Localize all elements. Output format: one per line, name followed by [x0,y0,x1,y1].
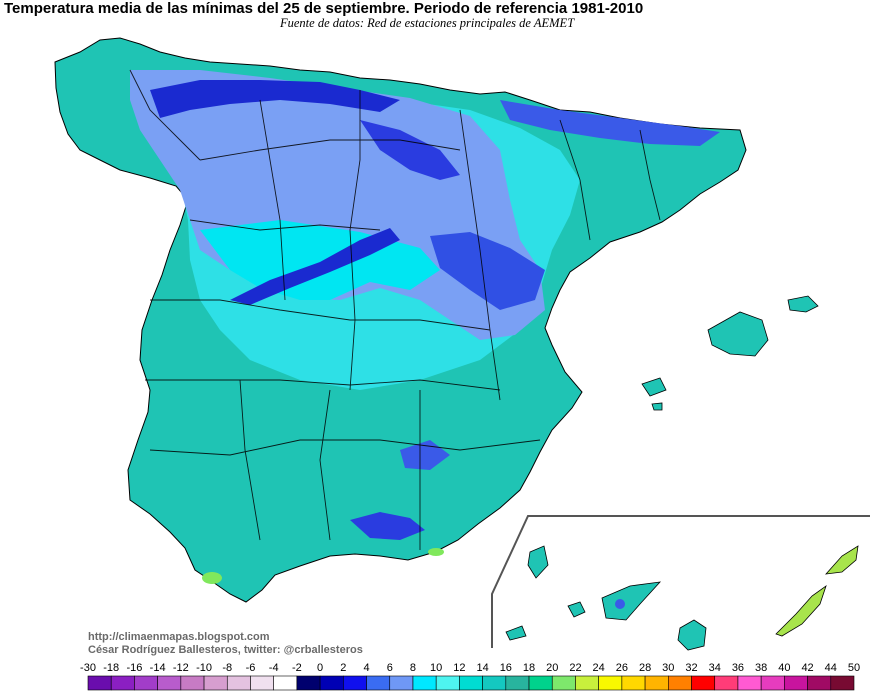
motril-warm [428,548,444,556]
cantabrian-range [150,80,400,118]
gran-canaria [677,619,707,651]
legend-tick-label: 6 [387,662,393,674]
legend-tick-label: -10 [196,662,212,674]
legend-tick-label: -14 [150,662,166,674]
legend-swatch [737,675,762,691]
tenerife [601,581,662,621]
sierra-nevada [350,512,425,540]
legend-swatch [366,675,391,691]
legend-tick-label: 32 [685,662,697,674]
province-borders [129,69,661,550]
legend-tick-label: 8 [410,662,416,674]
legend-tick-label: 20 [546,662,558,674]
legend-swatch [435,675,460,691]
legend-tick-label: 30 [662,662,674,674]
legend-swatch [784,675,808,691]
legend-tick-label: 34 [709,662,721,674]
map-title: Temperatura media de las mínimas del 25 … [4,0,644,17]
legend-swatch [87,675,112,691]
legend-tick-label: 28 [639,662,651,674]
legend-tick-label: 16 [500,662,512,674]
legend-tick-label: -4 [269,662,279,674]
legend-tick-label: 22 [569,662,581,674]
credit-author: César Rodríguez Ballesteros, twitter: @c… [88,644,363,656]
legend-swatch [110,675,135,691]
iberian-range [360,120,460,180]
credit-url: http://climaenmapas.blogspot.com [88,631,270,643]
legend-swatch [528,675,553,691]
legend-tick-label: -2 [292,662,302,674]
legend-swatch [575,675,599,691]
mallorca [707,311,769,357]
cadiz-warm [202,572,222,584]
legend-swatch [830,675,855,691]
legend-tick-label: 26 [616,662,628,674]
legend-swatch [691,675,716,691]
legend-tick-label: 0 [317,662,323,674]
legend-tick-label: 18 [523,662,535,674]
legend-swatch [319,675,344,691]
legend-swatch [551,675,576,691]
fuerteventura [775,584,827,637]
legend-tick-label: 38 [755,662,767,674]
legend-swatch [482,675,507,691]
legend-swatch [273,675,298,691]
legend-swatch [226,675,251,691]
legend-tick-label: 4 [363,662,369,674]
legend-tick-label: 42 [801,662,813,674]
legend-swatch [714,675,739,691]
formentera [651,402,663,411]
menorca [787,295,819,313]
el-hierro [505,625,527,641]
legend-swatch [459,675,483,691]
la-gomera [567,601,586,618]
legend-swatch [807,675,832,691]
legend-swatch [250,675,274,691]
map-subtitle: Fuente de datos: Red de estaciones princ… [280,16,575,30]
legend-swatch [760,675,785,691]
legend-tick-label: 24 [593,662,605,674]
legend-swatch [389,675,414,691]
legend-swatch [412,675,437,691]
serrania-cuenca [430,232,545,310]
legend-tick-label: 36 [732,662,744,674]
legend-tick-label: 14 [476,662,488,674]
legend-swatch [644,675,669,691]
canary-inset-frame [491,515,870,648]
lanzarote [824,545,859,575]
ibiza [641,377,667,397]
legend-swatch [505,675,530,691]
legend-tick-label: 44 [825,662,837,674]
legend-swatch [598,675,623,691]
legend-swatch [157,675,182,691]
legend-tick-label: -16 [126,662,142,674]
legend-tick-label: -8 [222,662,232,674]
legend-tick-label: 2 [340,662,346,674]
legend-swatch [343,675,367,691]
northern-plateau-cold [130,70,545,340]
legend-tick-label: 50 [848,662,860,674]
legend-tick-label: -6 [246,662,256,674]
legend-tick-label: -18 [103,662,119,674]
legend-swatch [180,675,205,691]
la-palma [527,545,549,579]
pyrenees [500,100,720,146]
legend-swatch [296,675,321,691]
legend-tick-label: -30 [80,662,96,674]
legend-tick-label: 10 [430,662,442,674]
legend-swatch [668,675,692,691]
legend-swatch [134,675,158,691]
legend-tick-label: 12 [453,662,465,674]
teide-cold [615,599,625,609]
legend-swatch [203,675,228,691]
legend-swatch [621,675,646,691]
legend-tick-label: -12 [173,662,189,674]
legend-tick-label: 40 [778,662,790,674]
color-legend: -30 -18 -16 -14 -12 -10 -8 -6 -4 -2 0 2 4 6 8 10 12 14 16 1… [80,662,860,691]
central-system [230,228,400,305]
